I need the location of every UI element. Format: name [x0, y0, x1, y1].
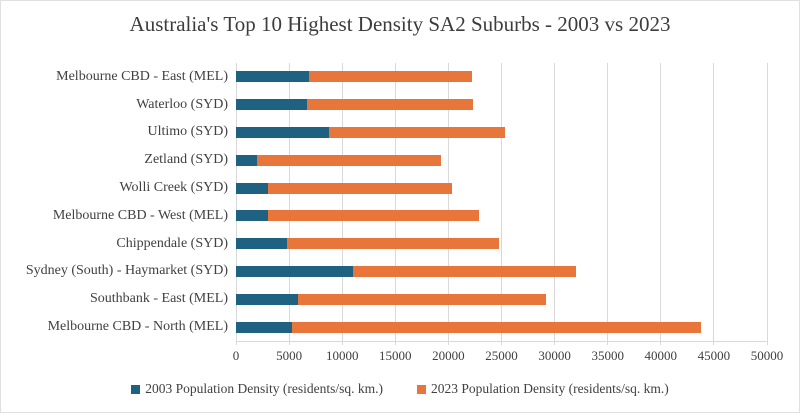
x-tick-label: 10000 — [325, 348, 359, 363]
gridline — [447, 63, 449, 345]
category-labels: Melbourne CBD - East (MEL) Waterloo (SYD)… — [1, 63, 228, 341]
bar-segment-2003 — [236, 71, 309, 83]
gridline — [660, 63, 662, 345]
bar-row — [236, 174, 767, 202]
bar-row — [236, 146, 767, 174]
bar-segment-2023 — [306, 99, 473, 111]
legend-item-2023: 2023 Population Density (residents/sq. k… — [417, 381, 669, 397]
bar-row — [236, 119, 767, 147]
stacked-bar — [236, 71, 767, 83]
bar-segment-2003 — [236, 210, 268, 222]
stacked-bar — [236, 154, 767, 166]
bar-row — [236, 313, 767, 341]
stacked-bar — [236, 265, 767, 277]
category-label: Waterloo (SYD) — [136, 96, 228, 112]
x-tick-label: 35000 — [591, 348, 624, 363]
bar-segment-2003 — [236, 321, 293, 333]
gridline — [235, 63, 237, 345]
bar-segment-2023 — [352, 265, 576, 277]
x-tick-label: 30000 — [538, 348, 571, 363]
gridline — [766, 63, 768, 345]
x-tick-label: 20000 — [432, 348, 465, 363]
bar-segment-2023 — [308, 71, 473, 83]
category-label: Melbourne CBD - East (MEL) — [56, 68, 228, 84]
plot-area — [235, 63, 768, 345]
bar-segment-2023 — [286, 238, 499, 250]
category-label: Southbank - East (MEL) — [89, 291, 228, 307]
bar-row — [236, 285, 767, 313]
bar-segment-2023 — [267, 182, 453, 194]
legend-item-2003: 2003 Population Density (residents/sq. k… — [131, 381, 383, 397]
bar-segment-2023 — [256, 154, 441, 166]
category-label: Sydney (South) - Haymarket (SYD) — [25, 263, 228, 279]
bar-segment-2003 — [236, 293, 299, 305]
x-axis: 0 5000 10000 15000 20000 25000 30000 35000 40000… — [232, 348, 784, 366]
bar-row — [236, 258, 767, 286]
stacked-bar — [236, 321, 767, 333]
bar-row — [236, 63, 767, 91]
stacked-bar — [236, 293, 767, 305]
stacked-bar — [236, 126, 767, 138]
bar-segment-2023 — [298, 293, 546, 305]
gridline — [554, 63, 556, 345]
bar-segment-2003 — [236, 238, 287, 250]
bar-segment-2003 — [236, 154, 257, 166]
stacked-bar — [236, 99, 767, 111]
legend-swatch-2003 — [131, 384, 141, 394]
x-tick-label: 5000 — [276, 348, 303, 363]
bar-row — [236, 202, 767, 230]
bar-segment-2003 — [236, 99, 307, 111]
legend: 2003 Population Density (residents/sq. k… — [1, 381, 799, 397]
gridline — [341, 63, 343, 345]
gridline — [713, 63, 715, 345]
bar-segment-2003 — [236, 265, 353, 277]
x-tick-label: 0 — [232, 348, 240, 363]
x-tick-label: 15000 — [379, 348, 412, 363]
stacked-bar — [236, 210, 767, 222]
x-tick-label: 50000 — [750, 348, 784, 363]
bar-segment-2023 — [329, 126, 506, 138]
legend-label-2003: 2003 Population Density (residents/sq. k… — [145, 381, 383, 396]
bar-segment-2023 — [292, 321, 701, 333]
gridline — [607, 63, 609, 345]
x-tick-label: 40000 — [644, 348, 678, 363]
stacked-bar — [236, 238, 767, 250]
gridline — [501, 63, 502, 345]
stacked-bar — [236, 182, 767, 194]
x-tick-label: 25000 — [485, 348, 518, 363]
gridline — [288, 63, 290, 345]
x-tick-label: 45000 — [697, 348, 731, 363]
chart-title: Australia's Top 10 Highest Density SA2 S… — [129, 12, 671, 36]
bar-row — [236, 230, 767, 258]
category-label: Melbourne CBD - North (MEL) — [47, 319, 228, 335]
category-label: Zetland (SYD) — [144, 152, 228, 168]
bar-segment-2003 — [236, 126, 330, 138]
legend-swatch-2023 — [417, 384, 426, 394]
category-label: Chippendale (SYD) — [116, 235, 228, 251]
bar-segment-2003 — [236, 182, 268, 194]
category-label: Wolli Creek (SYD) — [119, 180, 228, 196]
bar-segment-2023 — [267, 210, 480, 222]
gridline — [394, 63, 396, 345]
bar-row — [236, 91, 767, 119]
category-label: Ultimo (SYD) — [147, 124, 229, 140]
legend-label-2023: 2023 Population Density (residents/sq. k… — [431, 381, 669, 396]
category-label: Melbourne CBD - West (MEL) — [52, 207, 228, 223]
